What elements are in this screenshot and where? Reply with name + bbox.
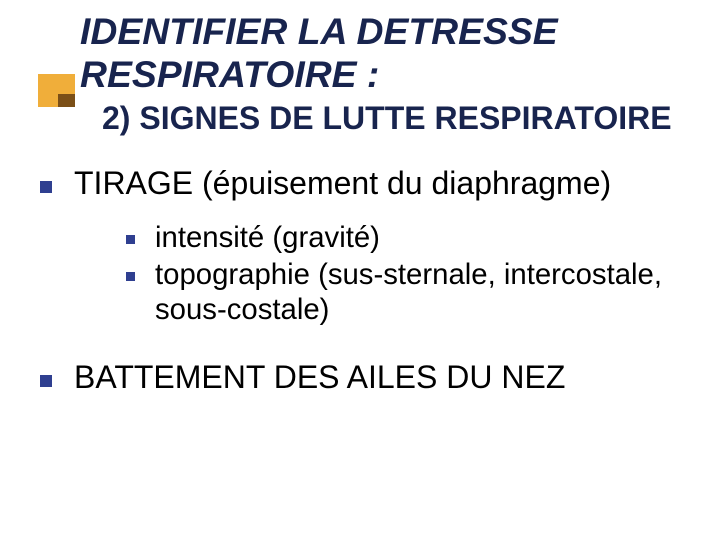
list-item-text: TIRAGE (épuisement du diaphragme) — [74, 165, 611, 202]
spacer — [40, 329, 680, 359]
title-block: IDENTIFIER LA DETRESSE RESPIRATOIRE : — [0, 0, 720, 96]
list-subitem: topographie (sus-sternale, intercostale,… — [126, 257, 680, 327]
title-line-2: RESPIRATOIRE : — [80, 53, 720, 96]
subtitle: 2) SIGNES DE LUTTE RESPIRATOIRE — [0, 100, 720, 137]
square-bullet-icon — [40, 375, 52, 387]
list-item-text: BATTEMENT DES AILES DU NEZ — [74, 359, 565, 396]
list-subitem-text: intensité (gravité) — [155, 220, 380, 255]
body-block: TIRAGE (épuisement du diaphragme) intens… — [0, 137, 720, 397]
square-bullet-icon — [126, 235, 135, 244]
list-subitem-text: topographie (sus-sternale, intercostale,… — [155, 257, 680, 327]
list-item: BATTEMENT DES AILES DU NEZ — [40, 359, 680, 396]
slide: IDENTIFIER LA DETRESSE RESPIRATOIRE : 2)… — [0, 0, 720, 540]
square-bullet-icon — [126, 272, 135, 281]
list-subitem: intensité (gravité) — [126, 220, 680, 255]
square-bullet-icon — [40, 181, 52, 193]
list-item: TIRAGE (épuisement du diaphragme) — [40, 165, 680, 202]
corner-brand-inner — [58, 94, 75, 107]
title-line-1: IDENTIFIER LA DETRESSE — [80, 10, 720, 53]
